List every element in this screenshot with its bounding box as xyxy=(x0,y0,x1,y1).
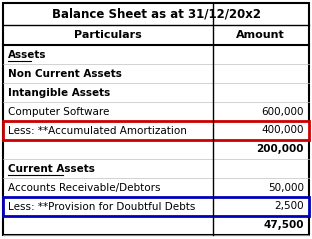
Text: Particulars: Particulars xyxy=(74,30,142,40)
Text: Current Assets: Current Assets xyxy=(8,163,95,174)
Bar xyxy=(3,121,309,140)
Text: Accounts Receivable/Debtors: Accounts Receivable/Debtors xyxy=(8,183,160,192)
Text: 47,500: 47,500 xyxy=(264,221,304,230)
Text: Less: **Provision for Doubtful Debts: Less: **Provision for Doubtful Debts xyxy=(8,201,195,212)
Text: 50,000: 50,000 xyxy=(268,183,304,192)
Text: Amount: Amount xyxy=(236,30,285,40)
Text: Assets: Assets xyxy=(8,49,46,60)
Text: 600,000: 600,000 xyxy=(261,107,304,116)
Text: 200,000: 200,000 xyxy=(256,145,304,154)
Text: Balance Sheet as at 31/12/20x2: Balance Sheet as at 31/12/20x2 xyxy=(51,7,261,21)
Bar xyxy=(3,197,309,216)
Text: Less: **Accumulated Amortization: Less: **Accumulated Amortization xyxy=(8,125,187,136)
Text: 400,000: 400,000 xyxy=(261,125,304,136)
Text: Non Current Assets: Non Current Assets xyxy=(8,69,122,78)
Text: 2,500: 2,500 xyxy=(274,201,304,212)
Text: Computer Software: Computer Software xyxy=(8,107,110,116)
Text: Intangible Assets: Intangible Assets xyxy=(8,87,110,98)
